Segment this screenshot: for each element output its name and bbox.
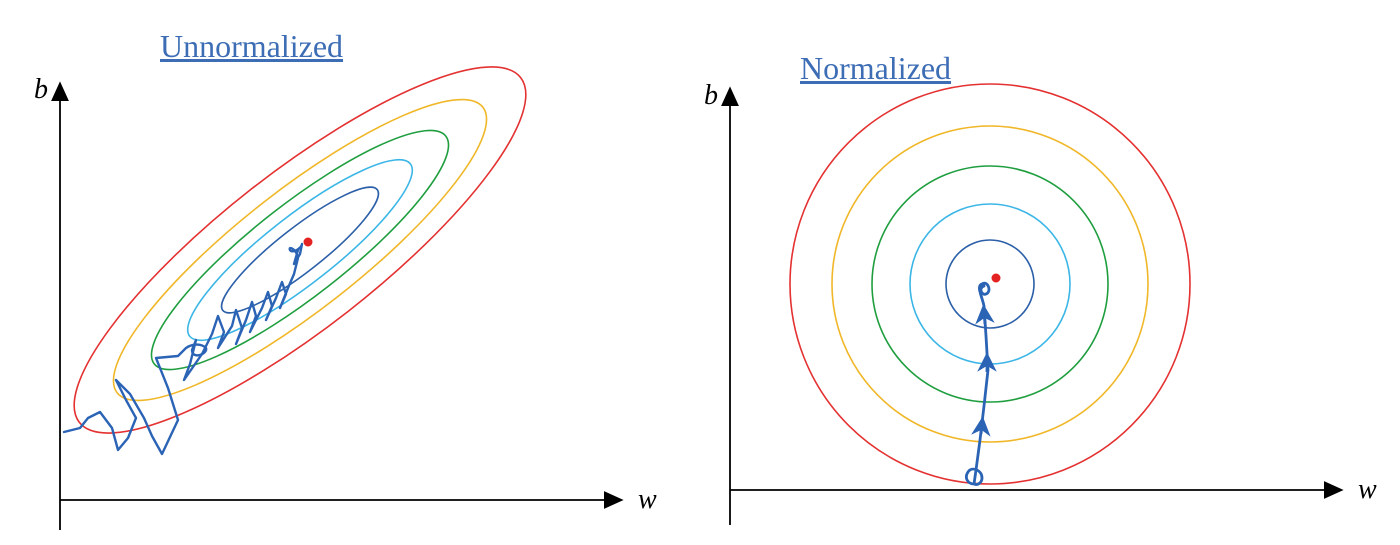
- trajectory-arrow: [981, 424, 982, 434]
- left-y-label: b: [34, 74, 48, 105]
- left-x-label: w: [638, 484, 657, 515]
- left-trajectory: [64, 244, 302, 454]
- right-y-label: b: [704, 80, 718, 111]
- right-panel: Normalized w b: [700, 0, 1400, 545]
- left-optimum-dot: [304, 238, 313, 247]
- right-x-label: w: [1358, 474, 1377, 505]
- contour-circle: [910, 204, 1070, 364]
- left-panel: Unnormalized w b: [0, 0, 700, 545]
- right-plot: w b: [700, 0, 1400, 545]
- right-contours: [790, 84, 1190, 484]
- panels-container: Unnormalized w b: [0, 0, 1400, 545]
- contour-circle: [832, 126, 1148, 442]
- contour-circle: [790, 84, 1190, 484]
- left-plot: w b: [0, 0, 700, 545]
- right-optimum-dot: [992, 274, 1001, 283]
- trajectory-arrow: [984, 312, 985, 324]
- right-trajectory: [966, 283, 989, 484]
- contour-circle: [946, 240, 1034, 328]
- contour-circle: [872, 166, 1108, 402]
